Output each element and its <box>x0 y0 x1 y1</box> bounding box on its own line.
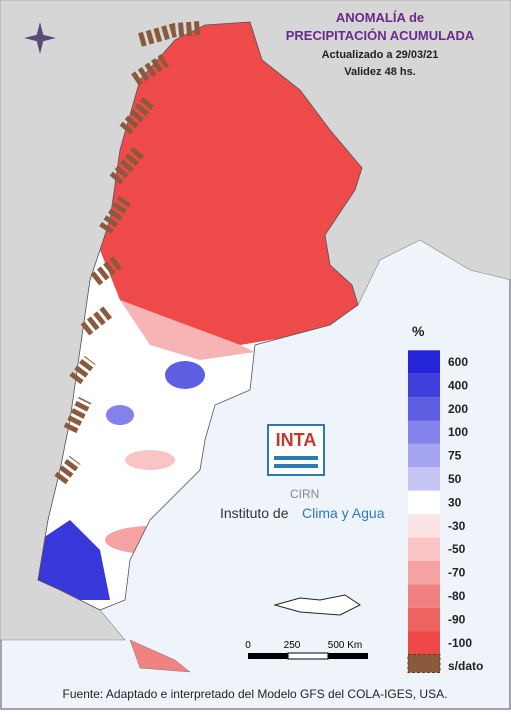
legend-swatch <box>408 631 440 655</box>
legend-label: -70 <box>448 566 466 580</box>
logo-institute-prefix: Instituto de <box>220 505 289 521</box>
no-data-andes <box>54 21 201 485</box>
field-wet <box>38 520 110 600</box>
legend-label: -30 <box>448 519 466 533</box>
logo-institute-name: Clima y Agua <box>302 505 385 521</box>
scale-label: 500 Km <box>328 640 362 651</box>
legend-swatch <box>408 467 440 491</box>
legend-swatch <box>408 490 440 515</box>
legend-unit: % <box>412 323 425 339</box>
legend-label: s/dato <box>448 659 483 673</box>
scale-segment <box>287 652 329 660</box>
validity: Validez 48 hs. <box>344 66 416 78</box>
logo: INTA CIRN Instituto de Clima y Agua <box>220 424 385 521</box>
legend: 600 400 200 100 75 50 30 -30 -50 -70 -80 -90 -100 s/d… <box>407 350 483 673</box>
title: PRECIPITACIÓN ACUMULADA <box>286 28 475 43</box>
legend-swatch <box>408 373 440 398</box>
field-dry-edge <box>120 300 255 360</box>
scale-segment <box>248 653 288 659</box>
logo-acronym: INTA <box>276 430 317 450</box>
footer: Fuente: Adaptado e interpretado del Mode… <box>63 687 448 701</box>
legend-label: -80 <box>448 589 466 603</box>
field-dry-light <box>125 450 175 470</box>
scale-bar: 0 250 500 Km <box>245 640 368 660</box>
legend-swatch <box>408 607 440 632</box>
legend-label: 30 <box>448 495 462 509</box>
legend-label: 75 <box>448 449 462 463</box>
legend-label: 600 <box>448 355 468 369</box>
legend-swatch <box>408 420 440 444</box>
legend-swatch <box>408 397 440 421</box>
logo-center: CIRN <box>290 487 319 501</box>
scale-label: 0 <box>245 640 251 651</box>
title: ANOMALÍA de <box>336 10 424 25</box>
legend-label: 100 <box>448 425 468 439</box>
legend-swatch <box>408 584 440 608</box>
legend-swatch <box>408 560 440 585</box>
updated: Actualizado a 29/03/21 <box>322 49 439 61</box>
legend-swatch <box>407 654 441 673</box>
legend-swatch <box>408 443 440 468</box>
legend-label: 400 <box>448 378 468 392</box>
compass <box>24 22 56 54</box>
logo-stripe <box>274 456 318 460</box>
legend-swatch <box>408 350 440 374</box>
legend-label: -90 <box>448 612 466 626</box>
scale-label: 250 <box>284 640 301 651</box>
field-wet <box>106 405 134 425</box>
malvinas <box>273 594 361 616</box>
logo-stripe <box>274 464 318 468</box>
legend-label: -100 <box>448 636 472 650</box>
legend-label: -50 <box>448 542 466 556</box>
header: ANOMALÍA de PRECIPITACIÓN ACUMULADA Actu… <box>286 10 475 78</box>
legend-swatch <box>408 514 440 538</box>
compass-ew <box>24 34 56 42</box>
scale-segment <box>328 653 368 659</box>
legend-label: 50 <box>448 472 462 486</box>
legend-swatch <box>408 537 440 561</box>
legend-label: 200 <box>448 402 468 416</box>
argentina-border <box>37 21 363 611</box>
field-wet <box>165 361 205 389</box>
tierra-del-fuego <box>129 639 191 673</box>
